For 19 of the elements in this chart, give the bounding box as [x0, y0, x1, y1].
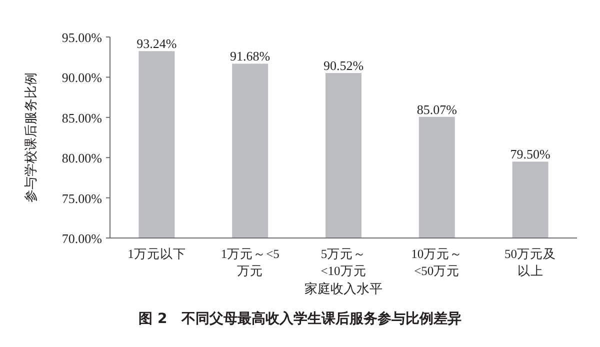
y-tick-label: 70.00%	[62, 231, 102, 246]
x-tick-label: 1万元以下	[128, 247, 186, 261]
x-tick-label: 5万元～<10万元	[320, 247, 366, 278]
data-label: 91.68%	[230, 48, 270, 64]
x-tick-label: 50万元及以上	[504, 247, 556, 278]
data-label: 85.07%	[416, 102, 458, 117]
y-axis-title: 参与学校课后服务比例	[23, 72, 38, 202]
x-tick-label: 1万元～<5万元	[220, 247, 280, 278]
y-tick-label: 85.00%	[62, 110, 102, 126]
y-tick-label: 80.00%	[62, 150, 102, 166]
y-tick-label: 90.00%	[62, 70, 102, 86]
data-label: 93.24%	[136, 36, 177, 52]
x-tick-label: 10万元～<50万元	[411, 247, 463, 278]
y-tick-label: 75.00%	[62, 190, 102, 206]
data-label: 90.52%	[323, 58, 364, 74]
data-label: 79.50%	[510, 146, 551, 162]
y-tick-label: 95.00%	[62, 30, 102, 45]
text: 图 2 不同父母最高收入学生课后服务参与比例差异	[138, 310, 462, 327]
x-axis-title: 家庭收入水平	[304, 281, 382, 296]
